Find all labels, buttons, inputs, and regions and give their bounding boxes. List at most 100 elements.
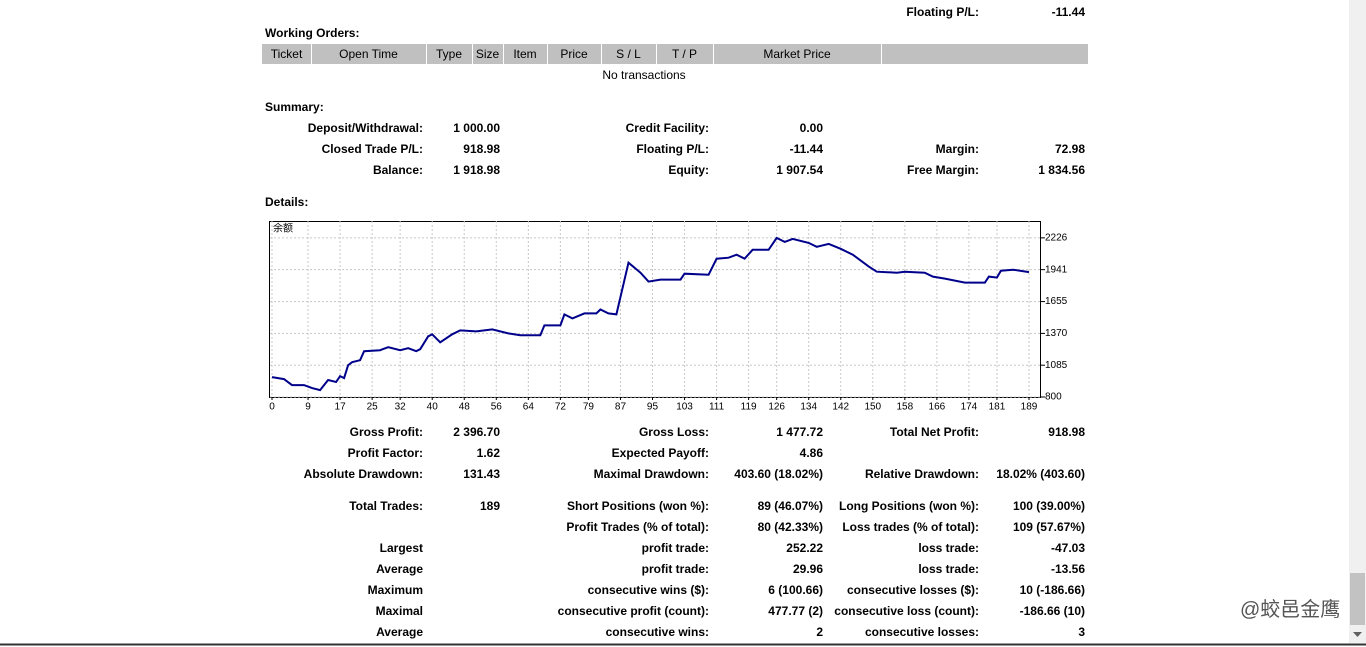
stat-value: 477.77 (2) bbox=[768, 604, 823, 618]
stat-label: Gross Loss: bbox=[638, 425, 709, 439]
x-tick-label: 150 bbox=[864, 402, 881, 413]
stat-value: -186.66 (10) bbox=[1019, 604, 1085, 618]
stat-label: Long Positions (won %): bbox=[839, 499, 979, 513]
stat-value: 29.96 bbox=[792, 562, 823, 576]
stat-label: consecutive losses: bbox=[864, 625, 979, 639]
balance-line bbox=[271, 236, 1030, 392]
column-header: T / P bbox=[671, 47, 698, 61]
stat-label: Average bbox=[376, 625, 423, 639]
stat-label: Free Margin: bbox=[906, 163, 979, 177]
stat-value: 100 (39.00%) bbox=[1012, 499, 1085, 513]
stat-value: 1 918.98 bbox=[453, 163, 500, 177]
stat-label: Credit Facility: bbox=[625, 121, 709, 135]
stat-label: Profit Factor: bbox=[347, 446, 423, 460]
stat-label: consecutive wins: bbox=[605, 625, 709, 639]
stat-value: 6 (100.66) bbox=[768, 583, 823, 597]
x-tick-label: 9 bbox=[305, 402, 311, 413]
stat-value: 0.00 bbox=[799, 121, 823, 135]
scrollbar-track[interactable] bbox=[1349, 0, 1366, 643]
stat-value: -47.03 bbox=[1050, 541, 1085, 555]
x-tick-label: 95 bbox=[647, 402, 659, 413]
scroll-down-arrow[interactable] bbox=[1353, 632, 1362, 637]
stat-value: 1 834.56 bbox=[1038, 163, 1085, 177]
stat-label: Absolute Drawdown: bbox=[303, 467, 423, 481]
stat-label: Short Positions (won %): bbox=[567, 499, 709, 513]
stat-label: loss trade: bbox=[918, 541, 979, 555]
x-tick-label: 166 bbox=[929, 402, 946, 413]
x-tick-label: 189 bbox=[1021, 402, 1038, 413]
stat-value: -11.44 bbox=[789, 142, 823, 156]
stat-label: Loss trades (% of total): bbox=[842, 520, 979, 534]
column-header: Item bbox=[513, 47, 537, 61]
y-tick-label: 1941 bbox=[1045, 264, 1068, 275]
stat-value: 1 477.72 bbox=[776, 425, 823, 439]
x-tick-label: 174 bbox=[961, 402, 978, 413]
floating-pl-label: Floating P/L: bbox=[906, 5, 979, 19]
stat-label: Maximum bbox=[367, 583, 423, 597]
x-tick-label: 134 bbox=[800, 402, 817, 413]
stat-value: 189 bbox=[479, 499, 500, 513]
stat-value: -13.56 bbox=[1050, 562, 1085, 576]
column-header: Price bbox=[560, 47, 588, 61]
stat-label: Largest bbox=[379, 541, 423, 555]
stat-value: 80 (42.33%) bbox=[757, 520, 823, 534]
scrollbar-thumb[interactable] bbox=[1350, 573, 1365, 625]
column-header: Market Price bbox=[763, 47, 831, 61]
stat-value: 1 907.54 bbox=[776, 163, 823, 177]
column-header: Open Time bbox=[339, 47, 398, 61]
stat-value: 18.02% (403.60) bbox=[996, 467, 1085, 481]
x-tick-label: 119 bbox=[741, 402, 757, 413]
stat-label: profit trade: bbox=[641, 541, 709, 555]
section-title: Summary: bbox=[265, 100, 324, 114]
x-tick-label: 126 bbox=[768, 402, 785, 413]
stat-label: Deposit/Withdrawal: bbox=[307, 121, 423, 135]
section-title: Working Orders: bbox=[265, 26, 360, 40]
x-tick-label: 142 bbox=[832, 402, 849, 413]
column-header: Size bbox=[475, 47, 500, 61]
stat-value: 2 396.70 bbox=[453, 425, 500, 439]
column-header: Ticket bbox=[270, 47, 303, 61]
watermark: @蛟邑金鹰 bbox=[1240, 599, 1341, 621]
x-tick-label: 25 bbox=[367, 402, 379, 413]
column-header: Type bbox=[435, 47, 463, 61]
x-tick-label: 56 bbox=[491, 402, 503, 413]
stat-value: 89 (46.07%) bbox=[757, 499, 823, 513]
y-tick-label: 1655 bbox=[1045, 296, 1068, 307]
stat-label: Maximal Drawdown: bbox=[593, 467, 709, 481]
stat-label: Expected Payoff: bbox=[611, 446, 709, 460]
chart-frame bbox=[269, 221, 1041, 398]
stat-value: 918.98 bbox=[1048, 425, 1085, 439]
x-tick-label: 111 bbox=[709, 402, 725, 413]
x-tick-label: 48 bbox=[459, 402, 471, 413]
stat-label: consecutive wins ($): bbox=[587, 583, 709, 597]
stat-label: Total Net Profit: bbox=[889, 425, 979, 439]
stat-label: Average bbox=[376, 562, 423, 576]
x-tick-label: 0 bbox=[269, 402, 275, 413]
column-header: S / L bbox=[616, 47, 641, 61]
stat-value: 403.60 (18.02%) bbox=[734, 467, 823, 481]
stat-label: Total Trades: bbox=[349, 499, 423, 513]
stat-label: Floating P/L: bbox=[636, 142, 709, 156]
y-tick-label: 800 bbox=[1045, 392, 1062, 403]
stat-label: consecutive profit (count): bbox=[557, 604, 709, 618]
legend-label: 余额 bbox=[273, 222, 293, 235]
x-tick-label: 79 bbox=[583, 402, 595, 413]
stat-value: 72.98 bbox=[1054, 142, 1085, 156]
stat-label: loss trade: bbox=[918, 562, 979, 576]
x-tick-label: 87 bbox=[615, 402, 627, 413]
x-tick-label: 181 bbox=[989, 402, 1006, 413]
stat-value: 1 000.00 bbox=[453, 121, 500, 135]
stat-label: Balance: bbox=[372, 163, 423, 177]
stat-label: Margin: bbox=[935, 142, 979, 156]
stat-value: 3 bbox=[1078, 625, 1085, 639]
x-tick-label: 32 bbox=[395, 402, 407, 413]
section-title: Details: bbox=[265, 195, 309, 209]
stat-value: 109 (57.67%) bbox=[1012, 520, 1085, 534]
y-tick-label: 1085 bbox=[1045, 360, 1068, 371]
x-tick-label: 17 bbox=[335, 402, 347, 413]
stat-value: 918.98 bbox=[463, 142, 500, 156]
stat-label: consecutive loss (count): bbox=[834, 604, 979, 618]
floating-pl-value: -11.44 bbox=[1051, 5, 1085, 19]
